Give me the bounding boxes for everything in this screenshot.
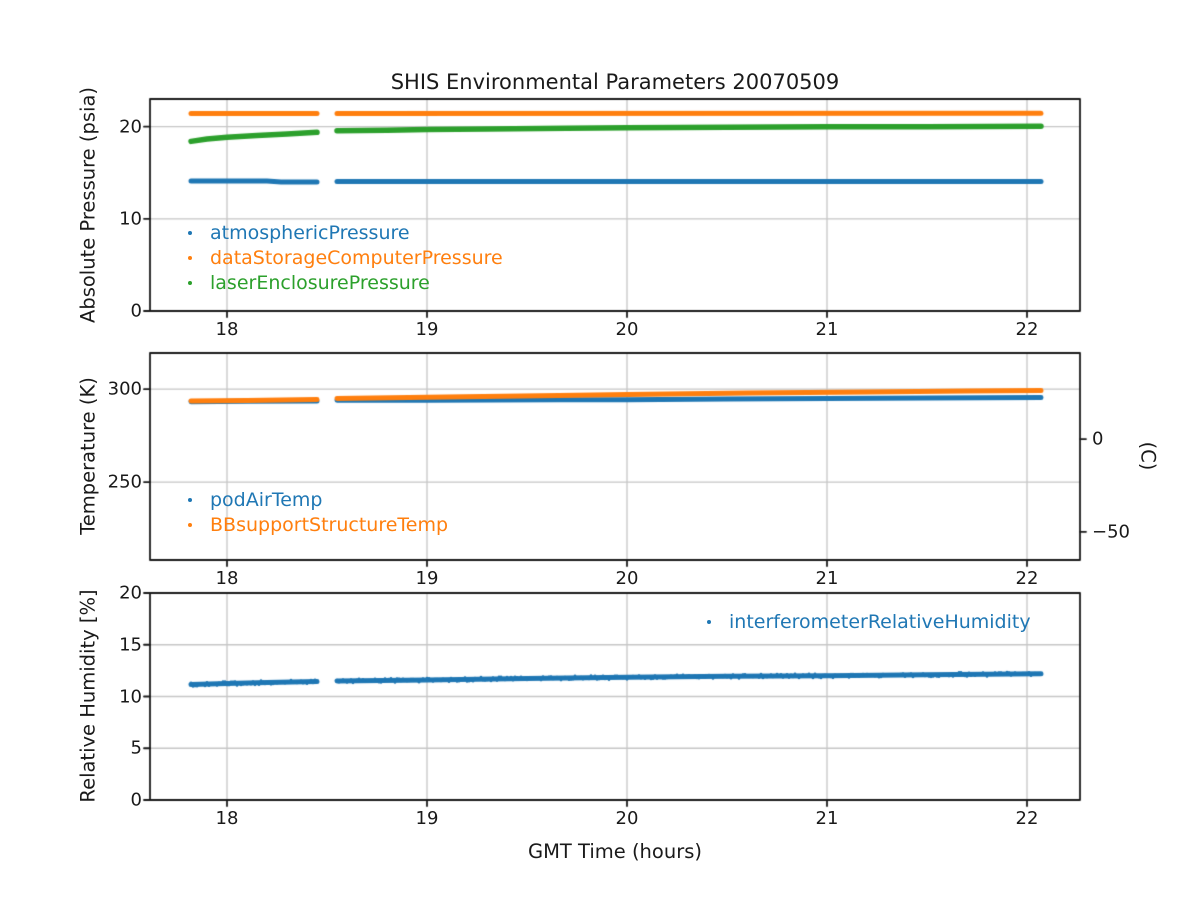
legend-label: interferometerRelativeHumidity — [729, 610, 1031, 633]
legend-item: atmosphericPressure — [180, 220, 503, 245]
x-tick-label: 20 — [615, 568, 639, 589]
x-tick-label: 19 — [415, 319, 439, 340]
y-tick-label: 5 — [130, 737, 142, 759]
legend-dot-icon — [188, 255, 192, 260]
y-tick-label: 10 — [119, 686, 142, 707]
legend-dot-icon — [188, 497, 192, 502]
y-tick-label: 20 — [119, 582, 142, 604]
y-tick-label: 20 — [119, 116, 142, 138]
xlabel-gmt-time: GMT Time (hours) — [527, 840, 702, 863]
legend-pressure: atmosphericPressure dataStorageComputerP… — [180, 220, 503, 295]
x-tick-label: 19 — [415, 568, 439, 589]
y-tick-label: 10 — [119, 208, 142, 230]
figure-title: SHIS Environmental Parameters 20070509 — [390, 70, 840, 94]
ylabel-celsius: (C) — [1136, 441, 1160, 471]
x-tick-label: 22 — [1015, 319, 1039, 340]
legend-item: dataStorageComputerPressure — [180, 245, 503, 270]
x-tick-label: 21 — [815, 568, 839, 589]
legend-label: dataStorageComputerPressure — [210, 246, 503, 269]
y-tick-label-right: 0 — [1092, 428, 1104, 450]
y-tick-label: 15 — [119, 634, 142, 656]
x-tick-label: 22 — [1015, 568, 1039, 589]
y-tick-label: 0 — [130, 789, 142, 811]
legend-item: podAirTemp — [180, 487, 448, 512]
legend-item: interferometerRelativeHumidity — [699, 609, 1031, 634]
legend-dot-icon — [188, 522, 192, 527]
legend-dot-icon — [188, 230, 192, 235]
x-tick-label: 22 — [1015, 808, 1039, 829]
legend-item: laserEnclosurePressure — [180, 270, 503, 295]
legend-item: BBsupportStructureTemp — [180, 512, 448, 537]
y-tick-label-right: −50 — [1092, 521, 1130, 543]
x-tick-label: 18 — [215, 808, 239, 829]
x-tick-label: 21 — [815, 808, 839, 829]
x-tick-label: 19 — [415, 808, 439, 829]
legend-label: atmosphericPressure — [210, 221, 410, 244]
x-tick-label: 21 — [815, 319, 839, 340]
ylabel-temperature: Temperature (K) — [76, 377, 100, 535]
legend-dot-icon — [707, 619, 711, 624]
y-tick-label: 300 — [107, 378, 142, 400]
y-tick-label: 250 — [107, 471, 142, 493]
legend-label: laserEnclosurePressure — [210, 271, 430, 294]
legend-dot-icon — [188, 280, 192, 285]
x-tick-label: 18 — [215, 568, 239, 589]
x-tick-label: 20 — [615, 319, 639, 340]
x-tick-label: 20 — [615, 808, 639, 829]
legend-temperature: podAirTemp BBsupportStructureTemp — [180, 487, 448, 537]
x-tick-label: 18 — [215, 319, 239, 340]
legend-humidity: interferometerRelativeHumidity — [699, 609, 1031, 634]
legend-label: BBsupportStructureTemp — [210, 513, 449, 536]
legend-label: podAirTemp — [210, 488, 323, 511]
y-tick-label: 0 — [130, 300, 142, 322]
